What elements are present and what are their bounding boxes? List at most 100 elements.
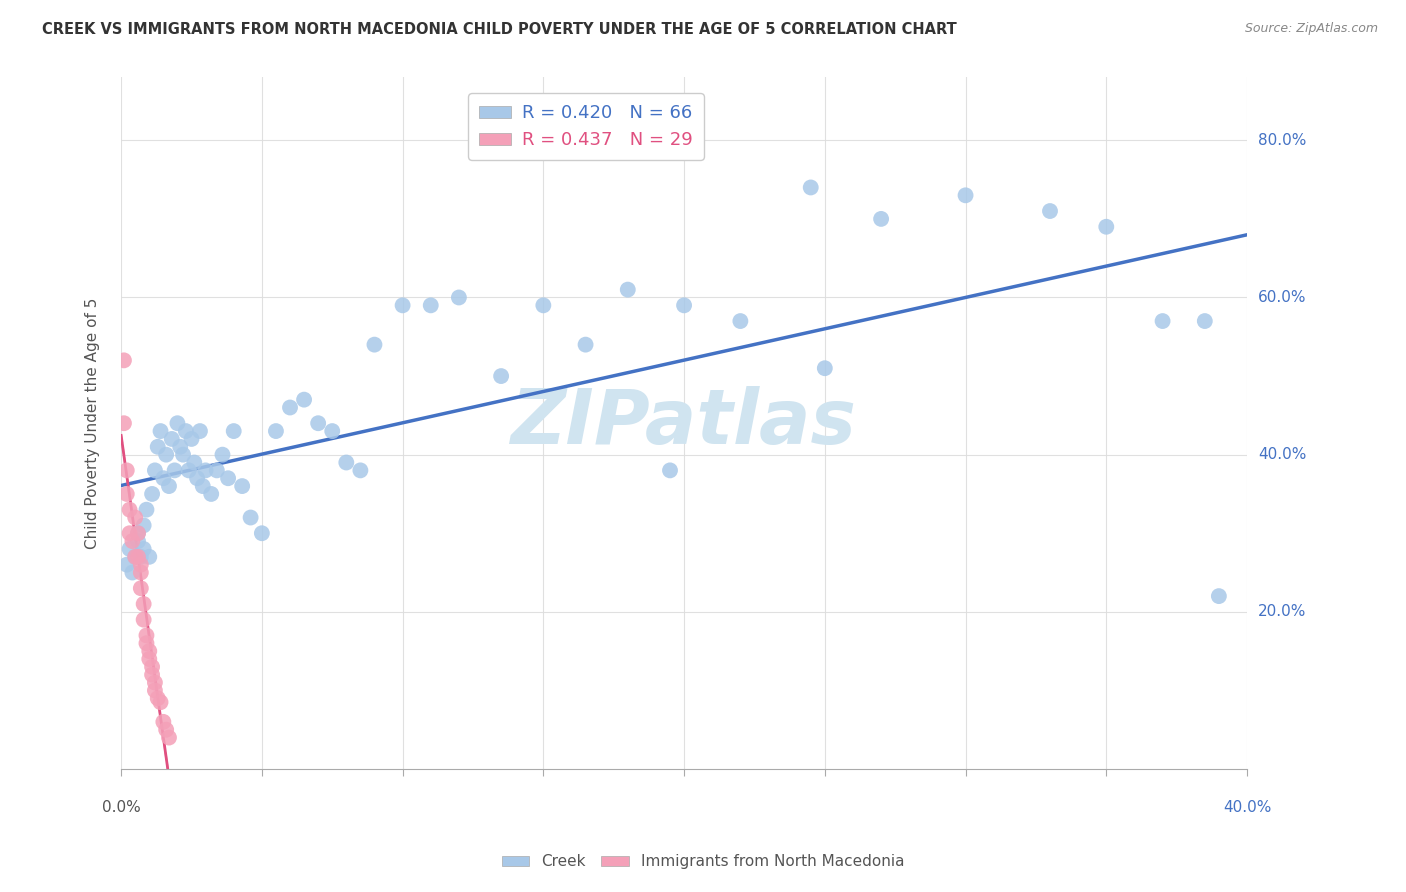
Point: [129, 566, 152, 580]
Point: [194, 463, 217, 477]
Point: [112, 353, 135, 368]
Point: [152, 471, 174, 485]
Text: 20.0%: 20.0%: [1258, 605, 1306, 619]
Text: CREEK VS IMMIGRANTS FROM NORTH MACEDONIA CHILD POVERTY UNDER THE AGE OF 5 CORREL: CREEK VS IMMIGRANTS FROM NORTH MACEDONIA…: [42, 22, 957, 37]
Point: [183, 456, 205, 470]
Point: [250, 526, 273, 541]
Point: [673, 298, 696, 312]
Point: [870, 211, 893, 226]
Point: [124, 510, 146, 524]
Point: [129, 581, 152, 595]
Point: [129, 549, 152, 564]
Point: [349, 463, 371, 477]
Point: [138, 549, 160, 564]
Point: [141, 660, 163, 674]
Text: ZIPatlas: ZIPatlas: [512, 386, 858, 460]
Point: [211, 448, 233, 462]
Point: [115, 487, 138, 501]
Legend: R = 0.420   N = 66, R = 0.437   N = 29: R = 0.420 N = 66, R = 0.437 N = 29: [468, 94, 703, 160]
Point: [143, 675, 166, 690]
Point: [1208, 589, 1230, 603]
Text: 40.0%: 40.0%: [1223, 799, 1271, 814]
Point: [112, 416, 135, 430]
Point: [321, 424, 343, 438]
Point: [186, 471, 208, 485]
Point: [141, 667, 163, 681]
Point: [143, 463, 166, 477]
Point: [127, 526, 149, 541]
Point: [160, 432, 183, 446]
Point: [115, 558, 138, 572]
Point: [157, 479, 180, 493]
Point: [135, 628, 157, 642]
Point: [135, 502, 157, 516]
Point: [172, 448, 194, 462]
Point: [531, 298, 554, 312]
Point: [146, 691, 169, 706]
Point: [155, 723, 177, 737]
Point: [363, 337, 385, 351]
Point: [121, 566, 143, 580]
Y-axis label: Child Poverty Under the Age of 5: Child Poverty Under the Age of 5: [86, 298, 100, 549]
Point: [292, 392, 315, 407]
Point: [152, 714, 174, 729]
Point: [489, 369, 512, 384]
Point: [264, 424, 287, 438]
Point: [1152, 314, 1174, 328]
Point: [138, 652, 160, 666]
Point: [132, 518, 155, 533]
Point: [955, 188, 977, 202]
Point: [217, 471, 239, 485]
Point: [222, 424, 245, 438]
Point: [177, 463, 200, 477]
Point: [391, 298, 413, 312]
Point: [132, 541, 155, 556]
Point: [118, 541, 141, 556]
Point: [141, 487, 163, 501]
Point: [419, 298, 441, 312]
Point: [1095, 219, 1118, 234]
Point: [132, 613, 155, 627]
Point: [307, 416, 329, 430]
Point: [659, 463, 682, 477]
Point: [180, 432, 202, 446]
Point: [118, 526, 141, 541]
Text: 40.0%: 40.0%: [1258, 447, 1306, 462]
Point: [149, 424, 172, 438]
Point: [205, 463, 228, 477]
Point: [188, 424, 211, 438]
Point: [617, 283, 640, 297]
Point: [447, 291, 470, 305]
Point: [169, 440, 191, 454]
Text: 80.0%: 80.0%: [1258, 133, 1306, 148]
Point: [1194, 314, 1216, 328]
Point: [800, 180, 823, 194]
Point: [814, 361, 837, 376]
Point: [132, 597, 155, 611]
Point: [730, 314, 752, 328]
Text: 0.0%: 0.0%: [101, 799, 141, 814]
Point: [115, 463, 138, 477]
Point: [124, 549, 146, 564]
Point: [143, 683, 166, 698]
Point: [127, 549, 149, 564]
Point: [149, 695, 172, 709]
Point: [121, 534, 143, 549]
Legend: Creek, Immigrants from North Macedonia: Creek, Immigrants from North Macedonia: [495, 848, 911, 875]
Point: [191, 479, 214, 493]
Point: [163, 463, 186, 477]
Point: [118, 502, 141, 516]
Point: [231, 479, 253, 493]
Point: [146, 440, 169, 454]
Point: [200, 487, 222, 501]
Point: [278, 401, 301, 415]
Point: [138, 644, 160, 658]
Point: [335, 456, 357, 470]
Point: [129, 558, 152, 572]
Point: [157, 731, 180, 745]
Point: [239, 510, 262, 524]
Point: [574, 337, 596, 351]
Point: [127, 534, 149, 549]
Point: [135, 636, 157, 650]
Point: [155, 448, 177, 462]
